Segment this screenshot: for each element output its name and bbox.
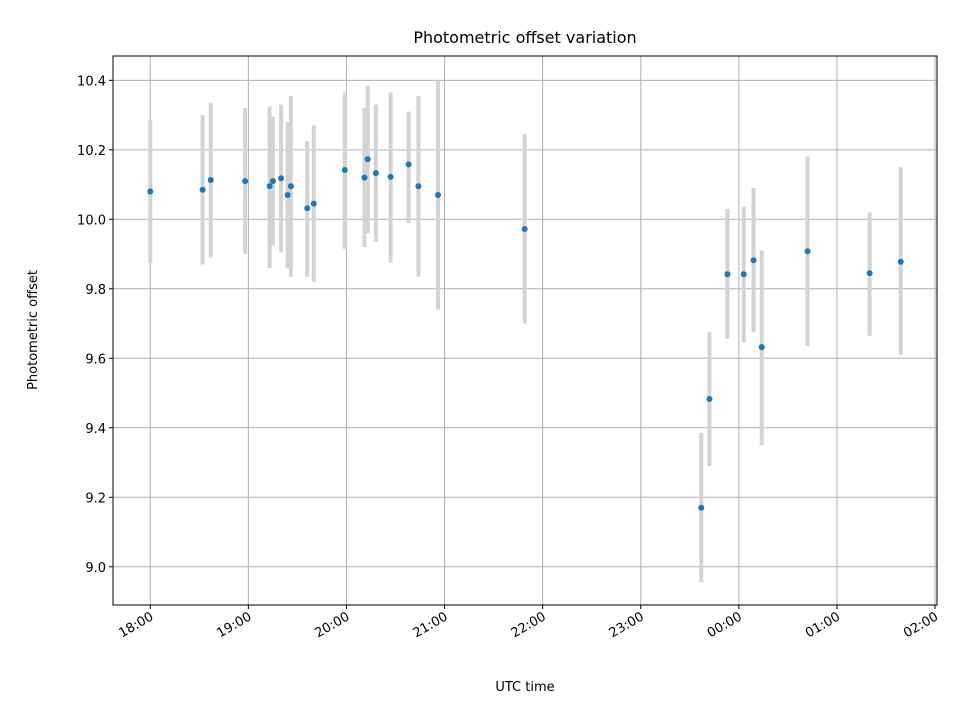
data-point <box>341 166 348 173</box>
y-tick-label: 9.8 <box>85 283 106 298</box>
x-tick-label: 01:00 <box>803 609 843 641</box>
x-tick-label: 19:00 <box>214 609 254 641</box>
data-point <box>521 226 528 233</box>
data-point <box>758 344 765 351</box>
y-axis-label: Photometric offset <box>26 270 41 390</box>
error-bars <box>148 80 903 583</box>
data-point <box>750 257 757 264</box>
y-tick-label: 9.6 <box>85 352 106 367</box>
x-tick-label: 02:00 <box>901 609 941 641</box>
y-tick-label: 9.0 <box>85 561 106 576</box>
data-point <box>304 205 311 212</box>
data-point <box>278 175 285 182</box>
data-point <box>387 173 394 180</box>
data-point <box>207 177 214 184</box>
data-points <box>147 156 904 511</box>
axis-ticks: 18:00 19:00 20:00 21:00 22:00 23:00 00:00 01:00… <box>77 74 941 641</box>
plot-frame <box>112 55 938 606</box>
data-point <box>698 504 705 511</box>
data-point <box>804 248 811 255</box>
x-axis-label: UTC time <box>495 680 554 695</box>
data-point <box>897 258 904 265</box>
y-tick-label: 9.2 <box>85 491 106 506</box>
data-point <box>706 395 713 402</box>
data-point <box>364 156 371 163</box>
data-point <box>199 186 206 193</box>
y-tick-label: 10.4 <box>77 74 106 89</box>
data-point <box>740 271 747 278</box>
data-point <box>287 183 294 190</box>
data-point <box>415 183 422 190</box>
data-point <box>866 270 873 277</box>
y-tick-label: 10.2 <box>77 144 106 159</box>
data-point <box>284 191 291 198</box>
data-point <box>266 183 273 190</box>
data-point <box>242 178 249 185</box>
y-tick-label: 9.4 <box>85 422 106 437</box>
data-point <box>361 174 368 181</box>
data-point <box>147 188 154 195</box>
data-point <box>405 161 412 168</box>
data-point <box>372 170 379 177</box>
data-point <box>724 271 731 278</box>
y-tick-label: 10.0 <box>77 213 106 228</box>
data-point <box>435 191 442 198</box>
x-tick-label: 23:00 <box>607 609 647 641</box>
x-tick-label: 22:00 <box>509 609 549 641</box>
x-tick-label: 20:00 <box>313 609 353 641</box>
data-point <box>310 200 317 207</box>
x-tick-label: 18:00 <box>116 609 156 641</box>
data-point <box>269 178 276 185</box>
x-tick-label: 00:00 <box>705 609 745 641</box>
x-tick-label: 21:00 <box>411 609 451 641</box>
chart-title: Photometric offset variation <box>413 28 636 47</box>
